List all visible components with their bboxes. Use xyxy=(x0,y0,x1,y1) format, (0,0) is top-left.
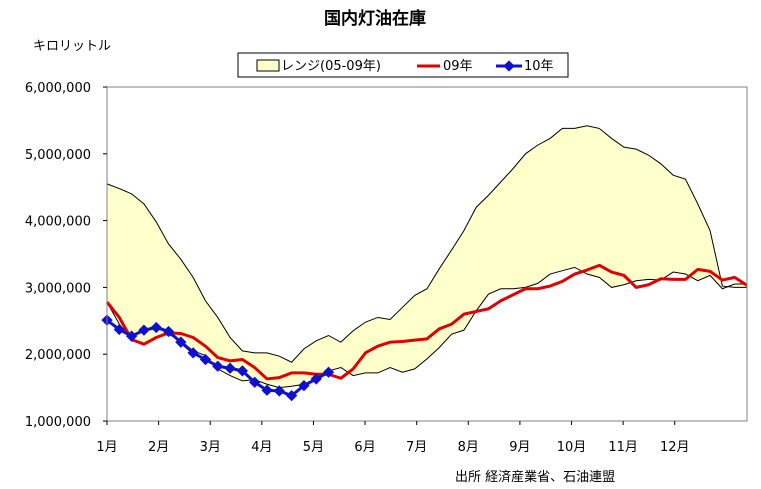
x-tick-label: 4月 xyxy=(251,440,272,455)
series-10-marker xyxy=(187,347,199,359)
series-10-marker xyxy=(249,376,261,388)
series-10-marker xyxy=(322,366,335,378)
legend-label-09: 09年 xyxy=(443,59,473,74)
series-10-marker xyxy=(310,373,322,385)
series-10-marker xyxy=(261,384,273,396)
x-axis: 1月 2月 3月 4月 5月 6月 7月 8月 9月 10月 11月 12月 xyxy=(96,421,690,455)
y-tick-label: 6,000,000 xyxy=(25,81,91,96)
range-band-layer xyxy=(106,125,747,389)
series-10-marker xyxy=(285,389,298,402)
range-band-upper-edge xyxy=(106,125,747,363)
legend-label-range: レンジ(05-09年) xyxy=(281,59,381,74)
x-tick-label: 12月 xyxy=(660,440,690,455)
y-tick-label: 5,000,000 xyxy=(25,148,91,163)
series-10-marker xyxy=(150,321,162,334)
x-tick-label: 8月 xyxy=(458,440,479,455)
x-tick-label: 7月 xyxy=(406,440,427,455)
legend: レンジ(05-09年) 09年 10年 xyxy=(237,52,569,78)
series-10-marker xyxy=(138,324,150,336)
x-tick-label: 5月 xyxy=(303,440,324,455)
series-10-marker xyxy=(199,353,212,366)
x-tick-label: 11月 xyxy=(608,440,638,455)
source-note: 出所 経済産業省、石油連盟 xyxy=(455,469,615,485)
y-tick-label: 1,000,000 xyxy=(25,415,91,430)
series-10-marker xyxy=(273,385,285,397)
x-tick-label: 9月 xyxy=(509,440,530,455)
series-10-marker xyxy=(212,360,224,372)
y-axis-unit-label: キロリットル xyxy=(33,39,111,54)
range-band-fill xyxy=(107,125,747,388)
plot-area-frame xyxy=(106,86,748,422)
x-tick-label: 1月 xyxy=(96,440,117,455)
series-10-marker xyxy=(298,379,310,392)
legend-label-10: 10年 xyxy=(524,59,554,74)
x-tick-label: 2月 xyxy=(148,440,169,455)
x-tick-label: 6月 xyxy=(354,440,375,455)
y-tick-label: 2,000,000 xyxy=(25,348,91,363)
legend-swatch-range xyxy=(256,59,280,72)
series-09-line xyxy=(105,263,748,381)
series-10-marker xyxy=(162,325,175,338)
y-tick-label: 4,000,000 xyxy=(25,215,91,230)
chart-title: 国内灯油在庫 xyxy=(324,8,426,29)
y-axis: 1,000,000 2,000,000 3,000,000 4,000,000 5,00… xyxy=(25,81,107,430)
series-10-marker xyxy=(175,336,187,348)
series-10-marker xyxy=(224,362,236,374)
y-tick-label: 3,000,000 xyxy=(25,281,91,296)
series-10-marker xyxy=(236,365,249,377)
x-tick-label: 10月 xyxy=(557,440,587,455)
x-tick-label: 3月 xyxy=(200,440,221,455)
